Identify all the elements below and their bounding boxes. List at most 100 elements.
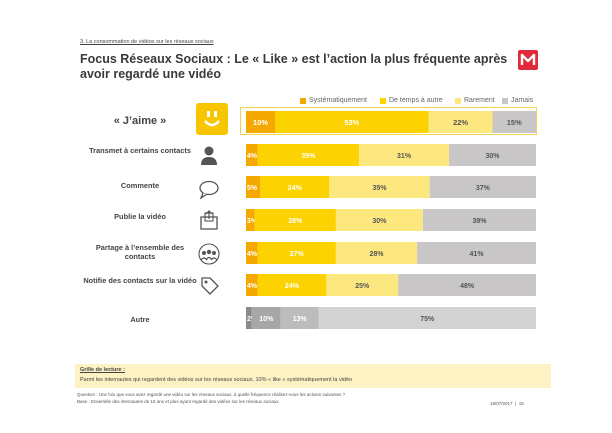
segment-systematic <box>246 176 261 198</box>
group-icon <box>198 243 220 265</box>
segment-never <box>398 274 536 296</box>
reading-text: Parmi les internautes qui regardent des … <box>80 377 353 383</box>
bar-row-partage: 4% 27% 28% 41% <box>246 242 536 264</box>
data-label: 27% <box>290 251 305 258</box>
segment-rarely <box>359 144 449 166</box>
speech-bubble-icon <box>199 180 219 200</box>
data-label: 41% <box>470 251 485 258</box>
data-label: 15% <box>507 118 522 127</box>
data-label: 25% <box>355 283 370 290</box>
person-icon <box>201 146 217 165</box>
bar-row-transmet: 4% 35% 31% 30% <box>246 144 536 166</box>
footnote-question: Question : Une fois que vous avez regard… <box>77 392 346 397</box>
data-label: 28% <box>369 251 384 258</box>
tag-icon <box>201 277 219 295</box>
segment-never <box>318 307 536 329</box>
page-footer: 18/07/2017 | 15 <box>490 401 524 406</box>
segment-systematic <box>246 242 258 264</box>
segment-systematic <box>246 209 255 231</box>
row-label-commente: Commente <box>120 181 160 190</box>
data-label: 3% <box>247 218 258 225</box>
legend-swatch <box>300 97 306 104</box>
legend-swatch <box>502 97 508 104</box>
data-label: 5% <box>247 185 258 192</box>
segment-systematic <box>246 307 252 329</box>
data-label: 39% <box>472 218 487 225</box>
legend-label: Jamais <box>511 97 534 104</box>
data-label: 75% <box>420 316 435 323</box>
highlight-frame <box>240 107 537 135</box>
bar-row-autre: 2%10%13%75% <box>246 307 536 329</box>
legend-label: Rarement <box>464 97 495 104</box>
legend-swatch <box>380 97 386 104</box>
bar-row-notifie: 4% 24% 25% 48% <box>246 274 536 296</box>
legend-item-systematic: Systématiquement <box>300 97 367 104</box>
segment-sometimes <box>275 111 429 133</box>
legend-item-sometimes: De temps à autre <box>380 97 443 104</box>
bar-row-commente: 5% 24% 35% 37% <box>246 176 536 198</box>
bar-row-publie: 3% 28% 30% 39% <box>246 209 536 231</box>
legend-label: De temps à autre <box>389 97 443 104</box>
footnote-base: Base : Ensemble des internautes de 15 an… <box>77 399 279 404</box>
segment-never <box>422 209 536 231</box>
data-label: 4% <box>247 153 258 160</box>
segment-systematic <box>246 144 258 166</box>
data-label: 22% <box>453 118 468 127</box>
segment-rarely <box>335 209 423 231</box>
legend-swatch <box>455 97 461 104</box>
bar-row-jaime: 10% 53% 22% 15% <box>246 111 536 133</box>
data-label: 24% <box>288 185 303 192</box>
data-label: 10% <box>259 316 274 323</box>
data-label: 48% <box>460 283 475 290</box>
data-label: 35% <box>301 153 316 160</box>
data-label: 53% <box>344 118 359 127</box>
footer-date: 18/07/2017 <box>490 401 513 406</box>
segment-sometimes <box>251 307 281 329</box>
segment-rarely <box>335 242 418 264</box>
legend-label: Systématiquement <box>309 97 367 104</box>
section-heading: 3. La consommation de vidéos sur les rés… <box>80 39 214 45</box>
data-label: 13% <box>293 316 308 323</box>
page-title: Focus Réseaux Sociaux : Le « Like » est … <box>80 52 508 81</box>
smiley-icon <box>196 103 228 135</box>
row-label-autre: Autre <box>130 315 150 324</box>
row-label-notifie: Notifie des contacts sur la vidéo <box>83 276 197 285</box>
data-label: 10% <box>253 118 268 127</box>
data-label: 4% <box>247 283 258 290</box>
segment-sometimes <box>254 209 336 231</box>
segment-never <box>429 176 536 198</box>
mediametrie-logo-icon <box>518 50 538 70</box>
data-label: 31% <box>397 153 412 160</box>
reading-heading: Grille de lecture : <box>80 367 125 373</box>
data-label: 4% <box>247 251 258 258</box>
segment-rarely <box>329 176 430 198</box>
row-label-transmet: Transmet à certains contacts <box>89 146 191 155</box>
segment-never <box>492 111 536 133</box>
row-label-publie: Publie la vidéo <box>114 212 166 221</box>
data-label: 28% <box>288 218 303 225</box>
segment-rarely <box>428 111 493 133</box>
data-label: 37% <box>476 185 491 192</box>
segment-sometimes <box>257 242 336 264</box>
segment-rarely <box>280 307 319 329</box>
publish-icon <box>200 210 218 230</box>
data-label: 30% <box>372 218 387 225</box>
segment-sometimes <box>257 144 360 166</box>
row-label-jaime: « J’aime » <box>113 115 167 127</box>
page-number: 15 <box>518 401 524 406</box>
row-label-partage: Partage à l’ensemble des contacts <box>95 243 185 261</box>
data-label: 35% <box>373 185 388 192</box>
data-label: 30% <box>485 153 500 160</box>
segment-systematic <box>246 111 275 133</box>
segment-sometimes <box>257 274 327 296</box>
reading-box: Grille de lecture : Parmi les internaute… <box>75 364 551 388</box>
footer-separator: | <box>513 401 518 406</box>
segment-never <box>417 242 536 264</box>
segment-sometimes <box>260 176 330 198</box>
segment-systematic <box>246 274 258 296</box>
legend-item-never: Jamais <box>502 97 533 104</box>
segment-rarely <box>326 274 399 296</box>
segment-never <box>449 144 536 166</box>
data-label: 24% <box>285 283 300 290</box>
legend-item-rarely: Rarement <box>455 97 495 104</box>
